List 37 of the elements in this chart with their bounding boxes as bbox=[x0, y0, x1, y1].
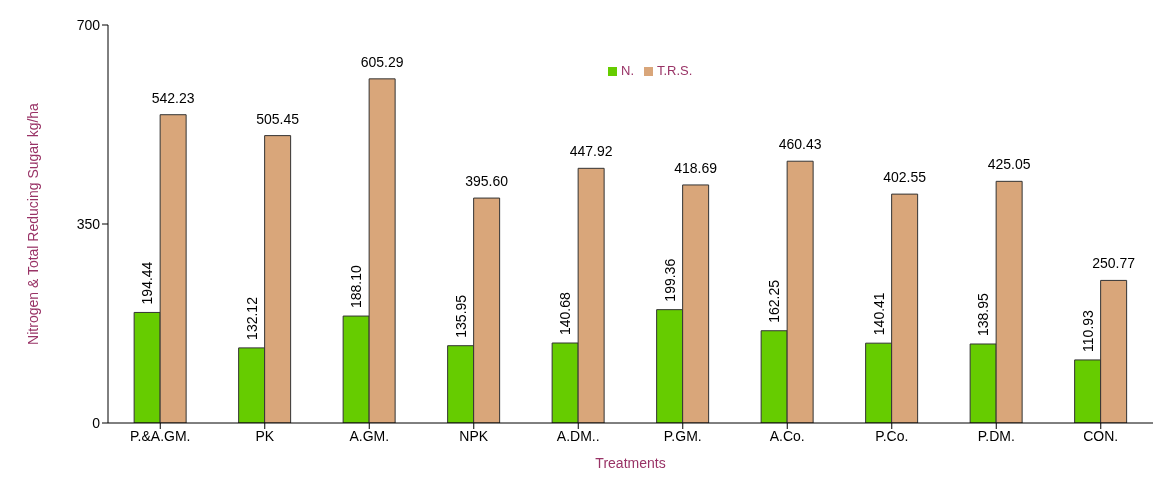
x-axis-title: Treatments bbox=[595, 455, 666, 471]
data-label: 135.95 bbox=[452, 294, 469, 338]
data-label: 425.05 bbox=[987, 156, 1031, 173]
x-tick-label: P.DM. bbox=[977, 427, 1015, 444]
y-tick-label: 700 bbox=[76, 16, 101, 33]
legend-label: N. bbox=[621, 63, 634, 78]
x-tick-label: NPK bbox=[459, 427, 489, 444]
x-tick-label: A.Co. bbox=[769, 427, 805, 444]
data-label: 460.43 bbox=[778, 136, 822, 153]
data-label: 140.68 bbox=[557, 291, 574, 336]
data-label: 605.29 bbox=[360, 53, 404, 70]
x-tick-label: PK bbox=[255, 427, 275, 444]
data-label: 505.45 bbox=[256, 110, 300, 127]
x-tick-label: P.Co. bbox=[875, 427, 909, 444]
data-label: 138.95 bbox=[975, 292, 992, 336]
y-tick-label: 0 bbox=[92, 414, 101, 431]
x-tick-label: P.&A.GM. bbox=[130, 427, 191, 444]
x-tick-label: CON. bbox=[1083, 427, 1119, 444]
data-label: 395.60 bbox=[465, 173, 509, 190]
data-label: 140.41 bbox=[870, 292, 887, 336]
data-label: 110.93 bbox=[1079, 309, 1096, 352]
data-label: 132.12 bbox=[243, 296, 260, 340]
x-tick-label: P.GM. bbox=[663, 427, 702, 444]
data-label: 162.25 bbox=[766, 279, 783, 323]
data-label: 418.69 bbox=[674, 159, 718, 176]
y-axis-title: Nitrogen & Total Reducing Sugar kg/ha bbox=[24, 102, 41, 345]
x-tick-label: A.DM.. bbox=[556, 427, 600, 444]
legend-label: T.R.S. bbox=[657, 63, 693, 78]
data-label: 250.77 bbox=[1092, 255, 1136, 272]
data-label: 199.36 bbox=[661, 258, 678, 302]
data-label: 194.44 bbox=[139, 261, 156, 305]
data-label: 188.10 bbox=[348, 265, 365, 309]
data-label: 447.92 bbox=[569, 143, 613, 160]
data-label: 542.23 bbox=[151, 89, 195, 106]
y-tick-label: 350 bbox=[76, 215, 101, 232]
data-label: 402.55 bbox=[883, 169, 927, 186]
x-tick-label: A.GM. bbox=[349, 427, 390, 444]
